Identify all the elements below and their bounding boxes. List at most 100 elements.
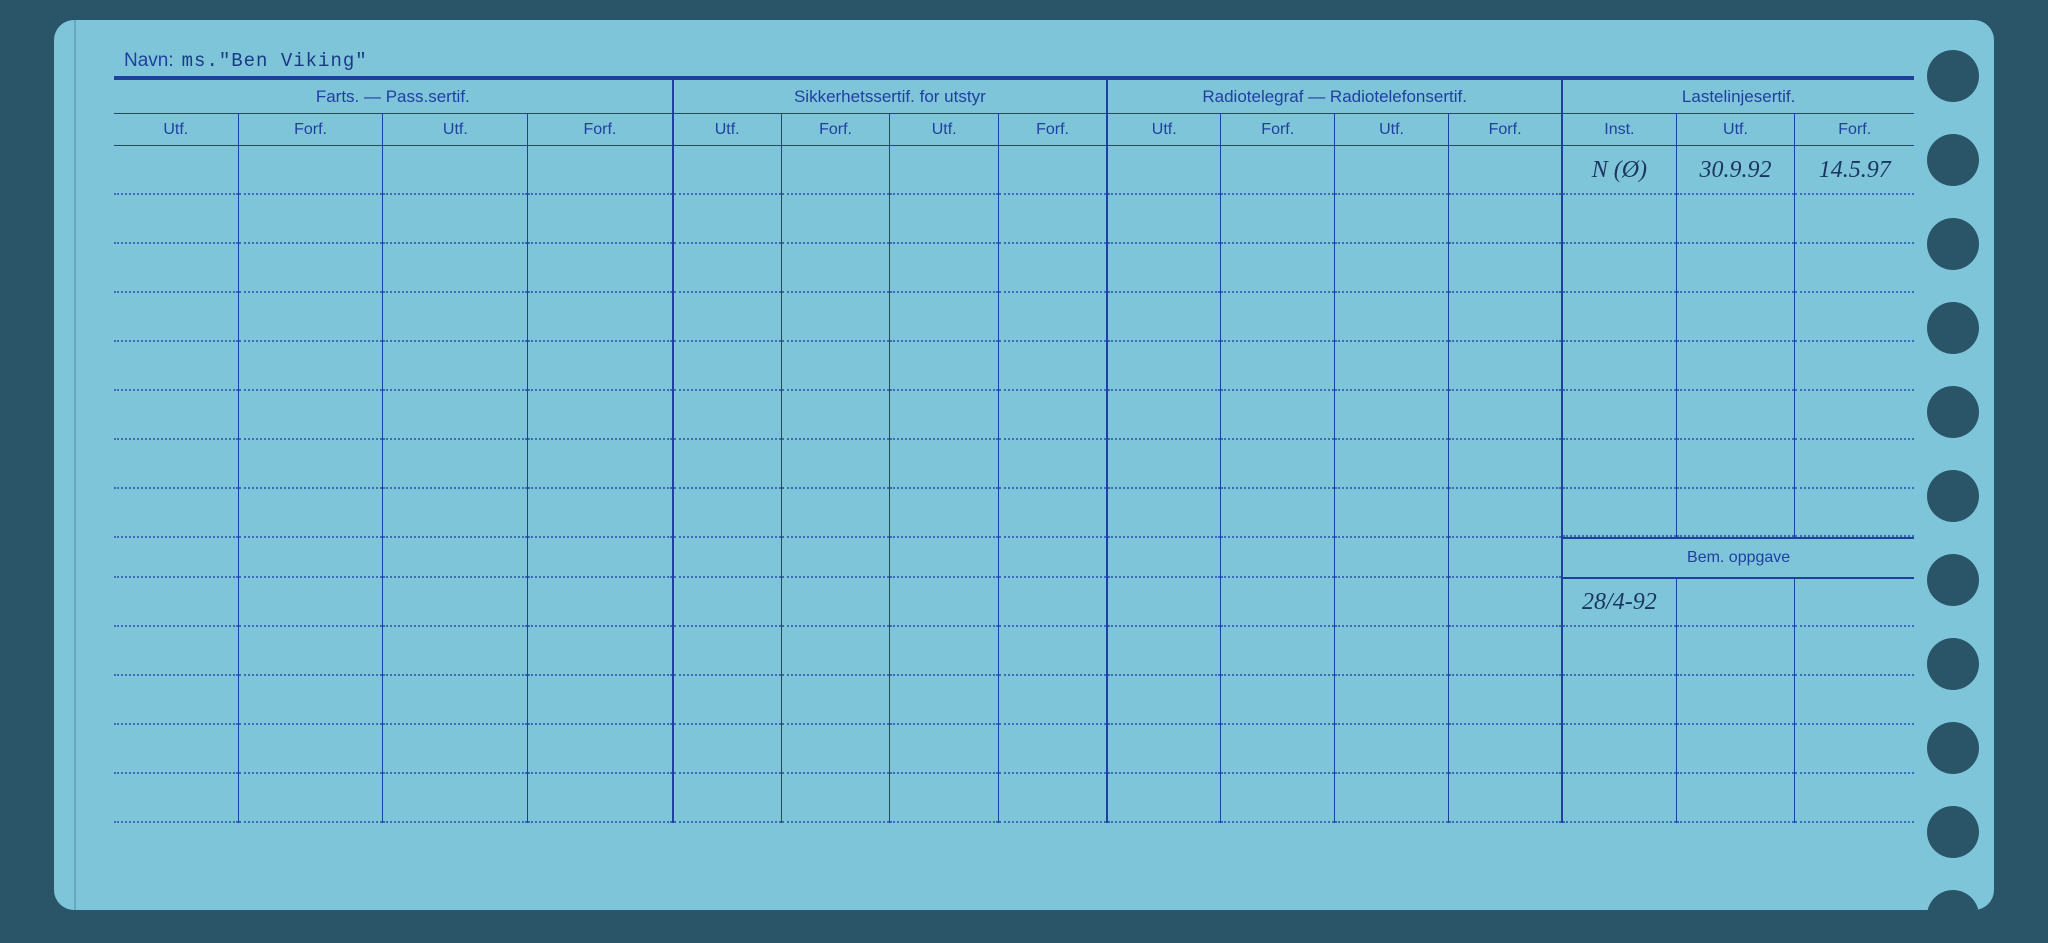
table-cell xyxy=(528,146,673,195)
table-cell xyxy=(781,440,890,489)
table-cell xyxy=(673,293,782,342)
table-cell xyxy=(1335,146,1449,195)
table-cell xyxy=(1795,440,1914,489)
table-cell xyxy=(1795,195,1914,244)
punch-holes xyxy=(1927,50,1979,910)
table-cell xyxy=(1221,578,1335,627)
table-cell xyxy=(781,774,890,823)
table-cell xyxy=(1448,725,1562,774)
table-cell xyxy=(238,489,383,538)
table-cell xyxy=(238,774,383,823)
table-cell xyxy=(114,391,238,440)
table-row xyxy=(114,489,1914,538)
table-cell xyxy=(114,676,238,725)
table-cell xyxy=(238,627,383,676)
sub-header: Forf. xyxy=(1795,114,1914,146)
table-cell xyxy=(673,440,782,489)
table-cell xyxy=(890,440,999,489)
group-header-row: Farts. — Pass.sertif.Sikkerhetssertif. f… xyxy=(114,80,1914,114)
table-row xyxy=(114,342,1914,391)
table-cell xyxy=(1448,244,1562,293)
table-cell xyxy=(673,725,782,774)
table-cell xyxy=(1562,676,1676,725)
table-cell xyxy=(114,195,238,244)
table-cell xyxy=(383,489,528,538)
table-cell xyxy=(1562,293,1676,342)
table-cell xyxy=(673,489,782,538)
table-cell xyxy=(890,676,999,725)
table-cell xyxy=(1676,342,1795,391)
table-cell xyxy=(1221,195,1335,244)
table-cell: 28/4-92 xyxy=(1562,578,1676,627)
table-cell xyxy=(673,578,782,627)
table-cell xyxy=(781,195,890,244)
table-cell xyxy=(1448,627,1562,676)
table-cell xyxy=(1107,244,1221,293)
table-cell xyxy=(383,578,528,627)
table-row xyxy=(114,774,1914,823)
table-cell xyxy=(890,146,999,195)
table-cell xyxy=(383,244,528,293)
table-cell xyxy=(890,342,999,391)
table-cell xyxy=(114,578,238,627)
table-cell xyxy=(998,440,1107,489)
table-cell: N (Ø) xyxy=(1562,146,1676,195)
table-cell xyxy=(1335,489,1449,538)
table-cell xyxy=(238,342,383,391)
table-cell xyxy=(1795,725,1914,774)
table-cell xyxy=(528,489,673,538)
table-row xyxy=(114,440,1914,489)
page-edge-shadow xyxy=(74,20,76,910)
table-cell xyxy=(114,538,238,578)
table-cell xyxy=(1562,342,1676,391)
table-cell xyxy=(1448,195,1562,244)
table-cell xyxy=(890,244,999,293)
table-cell xyxy=(890,293,999,342)
table-cell xyxy=(528,440,673,489)
table-cell xyxy=(238,391,383,440)
table-cell xyxy=(1335,725,1449,774)
table-cell xyxy=(1562,774,1676,823)
table-cell xyxy=(1221,725,1335,774)
table-cell xyxy=(1107,391,1221,440)
sub-header: Forf. xyxy=(528,114,673,146)
table-cell xyxy=(998,578,1107,627)
table-cell xyxy=(890,627,999,676)
table-cell xyxy=(998,774,1107,823)
table-cell xyxy=(673,774,782,823)
sub-header: Utf. xyxy=(1676,114,1795,146)
table-cell xyxy=(1448,146,1562,195)
table-cell xyxy=(1221,676,1335,725)
table-cell xyxy=(528,627,673,676)
table-cell xyxy=(998,489,1107,538)
table-cell xyxy=(998,725,1107,774)
table-cell xyxy=(781,489,890,538)
table-cell xyxy=(528,244,673,293)
table-cell xyxy=(673,195,782,244)
table-cell xyxy=(1448,578,1562,627)
table-cell xyxy=(1221,244,1335,293)
table-cell xyxy=(238,538,383,578)
table-cell xyxy=(781,725,890,774)
table-cell xyxy=(781,146,890,195)
table-cell xyxy=(1335,440,1449,489)
table-cell xyxy=(1676,195,1795,244)
table-cell xyxy=(781,391,890,440)
table-cell xyxy=(1335,627,1449,676)
table-cell xyxy=(1335,538,1449,578)
handwritten-entry: 28/4-92 xyxy=(1582,589,1657,615)
table-cell xyxy=(781,342,890,391)
table-cell xyxy=(238,146,383,195)
table-cell xyxy=(673,627,782,676)
sub-header: Forf. xyxy=(1448,114,1562,146)
table-cell xyxy=(528,293,673,342)
table-cell xyxy=(998,627,1107,676)
table-cell xyxy=(1221,440,1335,489)
handwritten-entry: 14.5.97 xyxy=(1819,157,1891,183)
sub-header-row: Utf.Forf.Utf.Forf.Utf.Forf.Utf.Forf.Utf.… xyxy=(114,114,1914,146)
table-cell xyxy=(1676,244,1795,293)
table-cell: 14.5.97 xyxy=(1795,146,1914,195)
sub-header: Forf. xyxy=(998,114,1107,146)
table-cell xyxy=(114,293,238,342)
table-cell xyxy=(673,538,782,578)
